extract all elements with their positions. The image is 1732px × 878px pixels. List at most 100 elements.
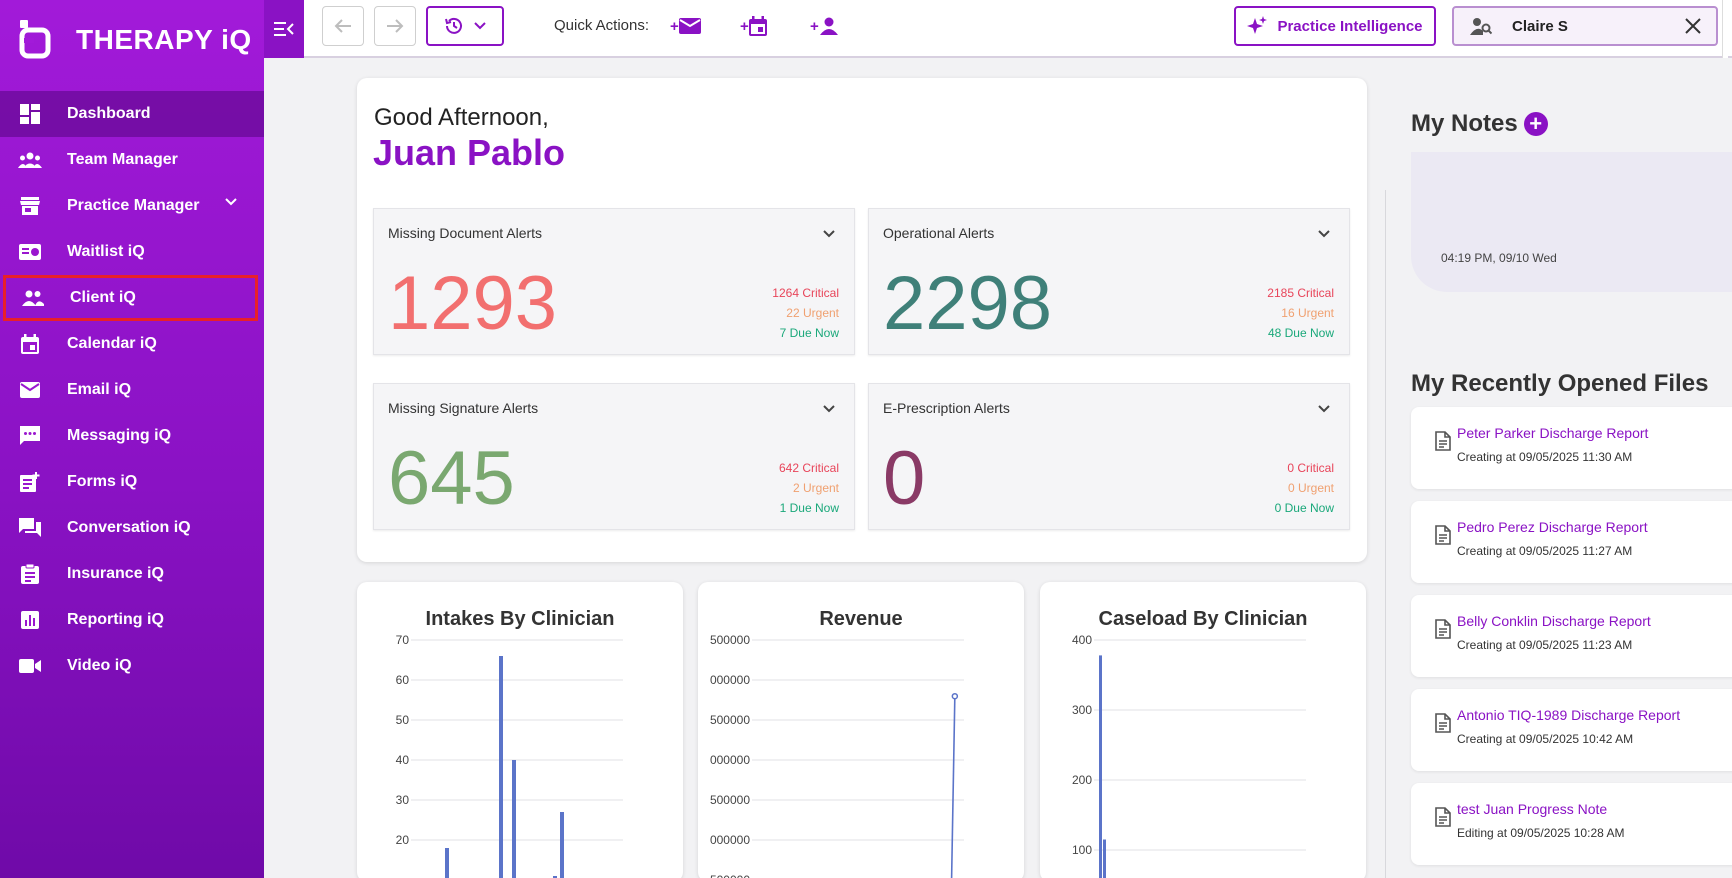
file-date: Creating at 09/05/2025 10:42 AM xyxy=(1457,732,1634,746)
recent-file-item[interactable]: Peter Parker Discharge Report Creating a… xyxy=(1411,407,1732,489)
add-note-button[interactable]: + xyxy=(1523,112,1548,136)
document-icon xyxy=(1435,807,1451,827)
sidebar-item-email[interactable]: Email iQ xyxy=(0,367,264,413)
chevron-down-icon[interactable] xyxy=(224,197,238,207)
forward-button[interactable] xyxy=(374,6,416,46)
chevron-down-icon[interactable] xyxy=(822,404,836,414)
chat-icon xyxy=(18,424,42,448)
sidebar-item-video[interactable]: Video iQ xyxy=(0,643,264,689)
quick-action-add-client-button[interactable]: + xyxy=(810,12,839,40)
mail-icon xyxy=(18,378,42,402)
note-card[interactable]: 04:19 PM, 09/10 Wed xyxy=(1411,152,1732,292)
y-tick-label: 30 xyxy=(396,793,410,807)
active-client-field[interactable]: Claire S xyxy=(1452,6,1718,46)
app-logo[interactable]: THERAPY iQ xyxy=(18,20,252,60)
sidebar-item-label: Forms iQ xyxy=(67,473,138,490)
file-name-link[interactable]: Pedro Perez Discharge Report xyxy=(1457,519,1648,535)
alert-card-operational[interactable]: Operational Alerts 2298 2185 Critical 16… xyxy=(868,208,1350,355)
alert-urgent: 0 Urgent xyxy=(1287,481,1334,495)
my-notes-heading: My Notes + xyxy=(1411,110,1548,138)
y-tick-label: 20 xyxy=(396,833,410,847)
collapse-sidebar-button[interactable] xyxy=(264,0,304,58)
alert-card-missing-signature[interactable]: Missing Signature Alerts 645 642 Critica… xyxy=(373,383,855,530)
sparkle-icon xyxy=(1247,16,1268,34)
sidebar-item-dashboard[interactable]: Dashboard xyxy=(0,91,264,137)
arrow-right-icon xyxy=(387,19,404,33)
waitlist-icon xyxy=(18,240,42,264)
sidebar-item-calendar[interactable]: Calendar iQ xyxy=(0,321,264,367)
recent-file-item[interactable]: Belly Conklin Discharge Report Creating … xyxy=(1411,595,1732,677)
sidebar-item-forms[interactable]: Forms iQ xyxy=(0,459,264,505)
recent-file-item[interactable]: Pedro Perez Discharge Report Creating at… xyxy=(1411,501,1732,583)
y-tick-label: 500000 xyxy=(710,713,750,727)
close-icon[interactable] xyxy=(1684,17,1702,35)
sidebar-item-messaging[interactable]: Messaging iQ xyxy=(0,413,264,459)
chart-intakes-by-clinician: Intakes By Clinician 70 60 50 40 30 20 xyxy=(357,582,683,878)
back-button[interactable] xyxy=(322,6,364,46)
sidebar-item-conversation[interactable]: Conversation iQ xyxy=(0,505,264,551)
quick-action-calendar-button[interactable]: + xyxy=(740,12,767,40)
forms-icon xyxy=(18,470,42,494)
chart-title: Caseload By Clinician xyxy=(1098,608,1308,630)
alert-card-missing-document[interactable]: Missing Document Alerts 1293 1264 Critic… xyxy=(373,208,855,355)
sidebar-item-label: Insurance iQ xyxy=(67,565,164,582)
quick-actions-label: Quick Actions: xyxy=(554,17,650,34)
chevron-down-icon[interactable] xyxy=(1317,404,1331,414)
plus-sign: + xyxy=(810,17,819,35)
sidebar-item-practice-manager[interactable]: Practice Manager xyxy=(0,183,264,229)
chart-title: Revenue xyxy=(819,608,903,630)
document-icon xyxy=(1435,713,1451,733)
sidebar-item-label: Video iQ xyxy=(67,657,132,674)
y-tick-label: 000000 xyxy=(710,833,750,847)
logo-icon xyxy=(19,20,51,59)
file-name-link[interactable]: Belly Conklin Discharge Report xyxy=(1457,613,1651,629)
alert-title: Missing Signature Alerts xyxy=(388,400,539,416)
y-tick-label: 500000 xyxy=(710,793,750,807)
people-icon xyxy=(21,286,45,310)
chevron-down-icon xyxy=(474,22,486,30)
sidebar-item-client[interactable]: Client iQ xyxy=(3,275,258,321)
plus-sign: + xyxy=(670,17,679,35)
sidebar-item-label: Practice Manager xyxy=(67,197,200,214)
recent-file-item[interactable]: test Juan Progress Note Editing at 09/05… xyxy=(1411,783,1732,865)
alert-count: 1293 xyxy=(388,261,558,346)
topbar-divider xyxy=(1722,0,1728,58)
calendar-icon xyxy=(748,16,767,36)
recent-file-item[interactable]: Antonio TIQ-1989 Discharge Report Creati… xyxy=(1411,689,1732,771)
dashboard-icon xyxy=(18,102,42,126)
chart-title: Intakes By Clinician xyxy=(425,608,615,630)
sidebar-item-label: Reporting iQ xyxy=(67,611,164,628)
sidebar-item-waitlist[interactable]: Waitlist iQ xyxy=(0,229,264,275)
file-name-link[interactable]: Peter Parker Discharge Report xyxy=(1457,425,1649,441)
alert-title: Operational Alerts xyxy=(883,225,995,241)
sidebar-item-reporting[interactable]: Reporting iQ xyxy=(0,597,264,643)
intakes-bar xyxy=(560,812,564,878)
sidebar-item-insurance[interactable]: Insurance iQ xyxy=(0,551,264,597)
file-name-link[interactable]: test Juan Progress Note xyxy=(1457,801,1608,817)
my-notes-title: My Notes xyxy=(1411,110,1518,137)
alert-count: 0 xyxy=(883,436,926,521)
report-icon xyxy=(18,608,42,632)
caseload-chart-plot: 400 300 200 100 xyxy=(1072,633,1306,878)
quick-action-email-button[interactable]: + xyxy=(670,12,701,40)
chevron-down-icon[interactable] xyxy=(822,229,836,239)
alert-critical: 2185 Critical xyxy=(1267,286,1334,300)
chevron-down-icon[interactable] xyxy=(1317,229,1331,239)
history-dropdown-button[interactable] xyxy=(426,6,504,46)
y-tick-label: 500000 xyxy=(710,633,750,647)
alert-count: 645 xyxy=(388,436,515,521)
y-tick-label: 200 xyxy=(1072,773,1092,787)
intakes-bar xyxy=(499,656,503,878)
sidebar-item-label: Client iQ xyxy=(70,289,136,306)
file-date: Creating at 09/05/2025 11:30 AM xyxy=(1457,450,1633,464)
sidebar-item-team-manager[interactable]: Team Manager xyxy=(0,137,264,183)
alert-urgent: 22 Urgent xyxy=(786,306,839,320)
sidebar-item-label: Messaging iQ xyxy=(67,427,172,444)
sidebar-item-label: Calendar iQ xyxy=(67,335,157,352)
revenue-point xyxy=(951,692,959,700)
alert-breakdown: 0 Critical 0 Urgent 0 Due Now xyxy=(1275,458,1334,518)
file-name-link[interactable]: Antonio TIQ-1989 Discharge Report xyxy=(1457,707,1681,723)
person-icon xyxy=(819,17,838,35)
alert-card-e-prescription[interactable]: E-Prescription Alerts 0 0 Critical 0 Urg… xyxy=(868,383,1350,530)
practice-intelligence-button[interactable]: Practice Intelligence xyxy=(1234,6,1436,46)
